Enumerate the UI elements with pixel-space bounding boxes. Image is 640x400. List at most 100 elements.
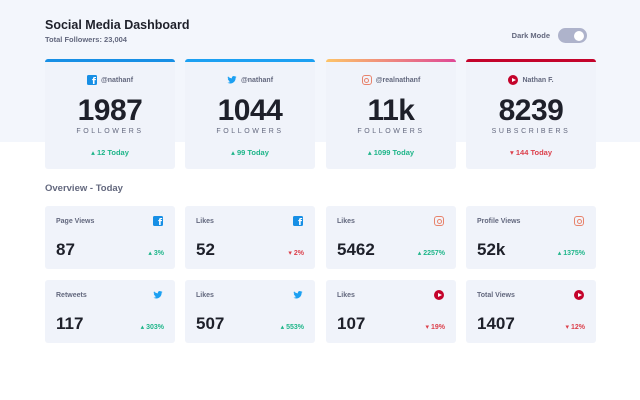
card-accent-bar: [466, 59, 596, 62]
card-today-value: 99 Today: [236, 148, 269, 157]
overview-label: Page Views: [56, 218, 95, 225]
overview-label: Total Views: [477, 292, 515, 299]
overview-change: ▴ 2257%: [418, 249, 445, 257]
overview-card-youtube-total-views[interactable]: Total Views 1407 ▾ 12%: [466, 280, 596, 343]
instagram-icon: [434, 216, 444, 226]
overview-value: 52k: [477, 240, 506, 259]
arrow-down-icon: ▾: [565, 324, 571, 331]
arrow-up-icon: ▴: [417, 250, 424, 257]
header: Social Media Dashboard Total Followers: …: [45, 18, 596, 44]
overview-change: ▾ 2%: [288, 249, 304, 257]
overview-card-youtube-likes[interactable]: Likes 107 ▾ 19%: [326, 280, 456, 343]
twitter-icon: [227, 76, 237, 84]
card-accent-bar: [45, 59, 175, 62]
overview-change: ▾ 19%: [426, 323, 445, 331]
facebook-icon: [293, 216, 303, 228]
card-count: 11k: [367, 94, 415, 127]
follower-cards: @nathanf 1987 FOLLOWERS ▴ 12 Today @nath…: [45, 59, 596, 169]
card-today: ▾ 144 Today: [466, 148, 596, 157]
overview-label: Likes: [337, 218, 355, 225]
facebook-icon: [86, 75, 97, 87]
card-handle-row: @realnathanf: [326, 75, 456, 85]
arrow-down-icon: ▾: [288, 250, 294, 257]
overview-change-value: 3%: [153, 250, 164, 257]
arrow-up-icon: ▴: [557, 250, 564, 257]
overview-value: 507: [196, 314, 225, 333]
card-youtube[interactable]: Nathan F. 8239 SUBSCRIBERS ▾ 144 Today: [466, 59, 596, 169]
overview-label: Likes: [196, 218, 214, 225]
card-today: ▴ 12 Today: [45, 148, 175, 157]
arrow-up-icon: ▴: [367, 148, 374, 157]
arrow-up-icon: ▴: [140, 324, 147, 331]
overview-card-twitter-likes[interactable]: Likes 507 ▴ 553%: [185, 280, 315, 343]
card-twitter[interactable]: @nathanf 1044 FOLLOWERS ▴ 99 Today: [185, 59, 315, 169]
twitter-icon: [293, 291, 303, 299]
total-followers: Total Followers: 23,004: [45, 35, 127, 44]
overview-value: 107: [337, 314, 366, 333]
overview-label: Retweets: [56, 292, 87, 299]
card-handle: Nathan F.: [522, 76, 554, 84]
card-handle-row: @nathanf: [45, 75, 175, 87]
overview-value: 1407: [477, 314, 515, 333]
overview-label: Likes: [337, 292, 355, 299]
overview-value: 87: [56, 240, 75, 259]
card-facebook[interactable]: @nathanf 1987 FOLLOWERS ▴ 12 Today: [45, 59, 175, 169]
overview-change-value: 2257%: [423, 250, 445, 257]
overview-card-facebook-likes[interactable]: Likes 52 ▾ 2%: [185, 206, 315, 269]
arrow-up-icon: ▴: [148, 250, 154, 257]
overview-change-value: 12%: [570, 324, 585, 331]
card-handle: @nathanf: [100, 76, 134, 84]
card-handle-row: Nathan F.: [466, 75, 596, 85]
arrow-up-icon: ▴: [280, 324, 287, 331]
instagram-icon: [574, 216, 584, 226]
facebook-icon: [153, 216, 163, 228]
overview-card-instagram-likes[interactable]: Likes 5462 ▴ 2257%: [326, 206, 456, 269]
page-title: Social Media Dashboard: [45, 18, 190, 32]
card-handle-row: @nathanf: [185, 75, 315, 85]
overview-change-value: 2%: [293, 250, 304, 257]
card-handle: @nathanf: [240, 76, 274, 84]
card-today: ▴ 99 Today: [185, 148, 315, 157]
overview-change: ▴ 3%: [148, 249, 164, 257]
overview-value: 52: [196, 240, 215, 259]
overview-change-value: 19%: [430, 324, 445, 331]
dark-mode-toggle[interactable]: [558, 28, 587, 43]
overview-change: ▾ 12%: [566, 323, 585, 331]
youtube-icon: [574, 290, 584, 300]
card-accent-bar: [185, 59, 315, 62]
card-count: 1987: [77, 94, 143, 127]
toggle-knob: [574, 30, 584, 41]
card-today: ▴ 1099 Today: [326, 148, 456, 157]
card-count: 1044: [217, 94, 283, 127]
arrow-up-icon: ▴: [91, 148, 97, 157]
card-accent-bar: [326, 59, 456, 62]
overview-title: Overview - Today: [45, 183, 123, 194]
card-unit: FOLLOWERS: [76, 128, 144, 135]
card-handle: @realnathanf: [375, 76, 421, 84]
arrow-down-icon: ▾: [510, 148, 516, 157]
card-unit: FOLLOWERS: [357, 128, 425, 135]
youtube-icon: [434, 290, 444, 300]
overview-value: 5462: [337, 240, 375, 259]
overview-change: ▴ 553%: [281, 323, 304, 331]
overview-change-value: 1375%: [563, 250, 585, 257]
card-today-value: 12 Today: [96, 148, 129, 157]
overview-change: ▴ 303%: [141, 323, 164, 331]
overview-change-value: 553%: [286, 324, 304, 331]
card-today-value: 1099 Today: [373, 148, 415, 157]
dark-mode-control: Dark Mode: [512, 28, 587, 43]
dark-mode-label: Dark Mode: [511, 31, 550, 40]
overview-card-facebook-page-views[interactable]: Page Views 87 ▴ 3%: [45, 206, 175, 269]
card-instagram[interactable]: @realnathanf 11k FOLLOWERS ▴ 1099 Today: [326, 59, 456, 169]
overview-label: Profile Views: [477, 218, 521, 225]
overview-card-instagram-profile-views[interactable]: Profile Views 52k ▴ 1375%: [466, 206, 596, 269]
overview-change: ▴ 1375%: [558, 249, 585, 257]
twitter-icon: [153, 291, 163, 299]
overview-card-twitter-retweets[interactable]: Retweets 117 ▴ 303%: [45, 280, 175, 343]
arrow-up-icon: ▴: [231, 148, 237, 157]
card-today-value: 144 Today: [515, 148, 552, 157]
youtube-icon: [508, 75, 519, 85]
overview-label: Likes: [196, 292, 214, 299]
overview-value: 117: [56, 314, 84, 333]
card-count: 8239: [498, 94, 564, 127]
